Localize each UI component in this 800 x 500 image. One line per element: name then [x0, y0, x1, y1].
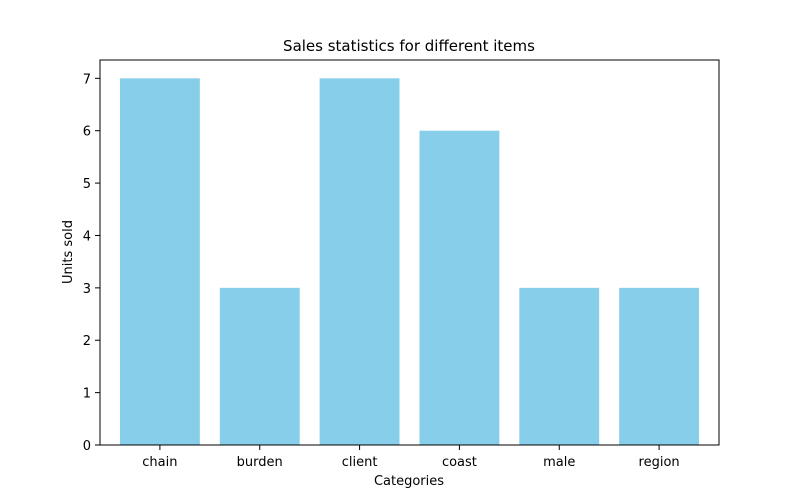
x-tick-label: burden — [237, 455, 283, 470]
plot-frame — [99, 59, 720, 446]
y-axis-label: Units sold — [61, 220, 76, 284]
y-tick-label: 6 — [83, 125, 91, 140]
y-tick-label: 4 — [83, 229, 91, 244]
y-tick-label: 3 — [83, 282, 91, 297]
y-tick-label: 2 — [83, 334, 91, 349]
bar-chain — [119, 78, 200, 445]
bar-male — [519, 287, 600, 445]
y-tick-label: 5 — [83, 177, 91, 192]
bar-client — [319, 78, 400, 445]
y-tick-label: 1 — [83, 387, 91, 402]
x-axis-label: Categories — [374, 474, 444, 489]
bar-burden — [219, 287, 300, 445]
y-tick-label: 7 — [83, 72, 91, 87]
x-tick-label: male — [543, 455, 575, 470]
x-tick-label: region — [639, 455, 680, 470]
x-axis-ticks: chain burden client coast male region — [142, 445, 680, 470]
x-tick-label: coast — [442, 455, 477, 470]
y-tick-label: 0 — [83, 439, 91, 454]
bar-region — [619, 287, 700, 445]
bars-group — [119, 78, 700, 445]
bar-coast — [419, 130, 500, 445]
chart-title: Sales statistics for different items — [283, 37, 535, 55]
y-axis-ticks: 0 1 2 3 4 5 6 7 — [83, 72, 100, 454]
x-tick-label: chain — [142, 455, 177, 470]
x-tick-label: client — [342, 455, 378, 470]
